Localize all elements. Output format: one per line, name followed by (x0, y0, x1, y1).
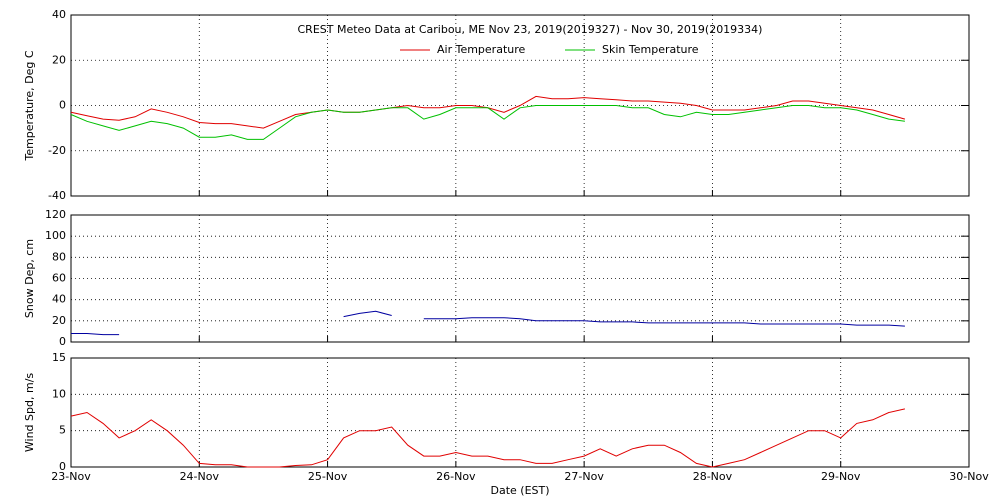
x-tick-label: 24-Nov (180, 470, 220, 483)
series-line (70, 408, 906, 468)
y-tick-label: 20 (52, 53, 66, 66)
x-tick-label: 27-Nov (564, 470, 604, 483)
series-line (70, 105, 905, 140)
y-tick-label: -40 (48, 189, 66, 202)
y-axis-label: Snow Dep, cm (23, 239, 36, 318)
series-line (71, 310, 905, 336)
y-tick-label: 15 (52, 351, 66, 364)
series-line (70, 95, 906, 129)
y-tick-label: 20 (52, 314, 66, 327)
legend-label: Skin Temperature (602, 43, 699, 56)
x-tick-label: 30-Nov (949, 470, 989, 483)
y-tick-label: 40 (52, 8, 66, 21)
y-tick-label: 0 (59, 460, 66, 473)
y-tick-label: 10 (52, 387, 66, 400)
y-axis-label: Temperature, Deg C (23, 50, 36, 161)
x-tick-label: 26-Nov (436, 470, 476, 483)
y-tick-label: 5 (59, 424, 66, 437)
plot-frame (70, 357, 970, 468)
x-tick-label: 23-Nov (51, 470, 91, 483)
x-tick-label: 28-Nov (693, 470, 733, 483)
chart-title: CREST Meteo Data at Caribou, ME Nov 23, … (298, 23, 763, 36)
x-axis-label: Date (EST) (490, 484, 549, 497)
y-axis-label: Wind Spd, m/s (23, 373, 36, 453)
y-tick-label: 120 (45, 208, 66, 221)
y-tick-label: -20 (48, 144, 66, 157)
legend-label: Air Temperature (437, 43, 526, 56)
x-tick-label: 29-Nov (821, 470, 861, 483)
x-tick-label: 25-Nov (308, 470, 348, 483)
y-tick-label: 100 (45, 229, 66, 242)
y-tick-label: 0 (59, 335, 66, 348)
y-tick-label: 40 (52, 293, 66, 306)
y-tick-label: 0 (59, 99, 66, 112)
y-tick-label: 60 (52, 272, 66, 285)
y-tick-label: 80 (52, 250, 66, 263)
